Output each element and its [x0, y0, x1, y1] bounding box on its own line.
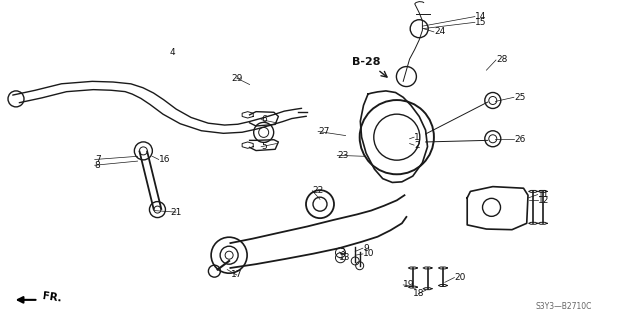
Text: 6: 6 — [261, 115, 267, 124]
Text: 19: 19 — [403, 280, 415, 289]
Text: 18: 18 — [413, 289, 424, 298]
Text: 20: 20 — [454, 273, 466, 282]
Text: S3Y3—B2710C: S3Y3—B2710C — [535, 302, 591, 311]
Text: 15: 15 — [475, 18, 486, 27]
Text: 9: 9 — [363, 244, 369, 253]
Text: 11: 11 — [538, 190, 549, 199]
Text: FR.: FR. — [42, 291, 62, 304]
Text: 24: 24 — [434, 27, 445, 36]
Text: 17: 17 — [231, 271, 243, 279]
Text: 1: 1 — [414, 133, 420, 142]
Text: 22: 22 — [312, 186, 324, 195]
Text: 10: 10 — [363, 249, 374, 258]
Text: 7: 7 — [95, 155, 100, 164]
Text: 27: 27 — [318, 127, 330, 136]
Text: 5: 5 — [261, 142, 267, 151]
Text: 14: 14 — [475, 12, 486, 21]
Text: B-28: B-28 — [352, 56, 380, 67]
Text: 29: 29 — [231, 74, 243, 83]
Text: 13: 13 — [339, 253, 351, 262]
Text: 23: 23 — [337, 151, 349, 160]
Text: 28: 28 — [496, 56, 508, 64]
Text: 25: 25 — [514, 93, 525, 102]
Text: 26: 26 — [514, 135, 525, 144]
Text: 3: 3 — [339, 248, 345, 256]
Text: 4: 4 — [170, 48, 175, 57]
Text: 8: 8 — [95, 161, 100, 170]
Text: 21: 21 — [170, 208, 182, 217]
Text: 2: 2 — [414, 141, 420, 150]
Text: 16: 16 — [159, 155, 170, 164]
Text: 12: 12 — [538, 196, 549, 205]
